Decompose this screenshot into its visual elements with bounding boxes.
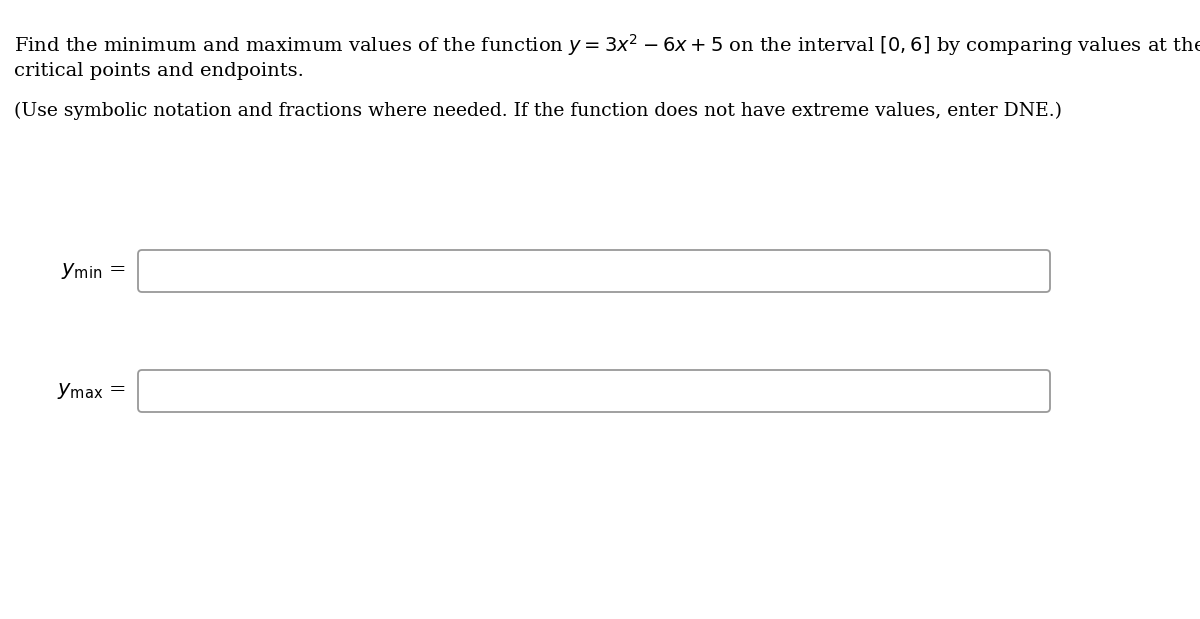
Text: $y_{\rm min}$ =: $y_{\rm min}$ = xyxy=(61,261,126,281)
FancyBboxPatch shape xyxy=(138,370,1050,412)
Text: $y_{\rm max}$ =: $y_{\rm max}$ = xyxy=(56,381,126,401)
Text: Find the minimum and maximum values of the function $y = 3x^2 - 6x + 5$ on the i: Find the minimum and maximum values of t… xyxy=(14,32,1200,58)
FancyBboxPatch shape xyxy=(138,250,1050,292)
Text: (Use symbolic notation and fractions where needed. If the function does not have: (Use symbolic notation and fractions whe… xyxy=(14,102,1062,120)
Text: critical points and endpoints.: critical points and endpoints. xyxy=(14,62,304,80)
